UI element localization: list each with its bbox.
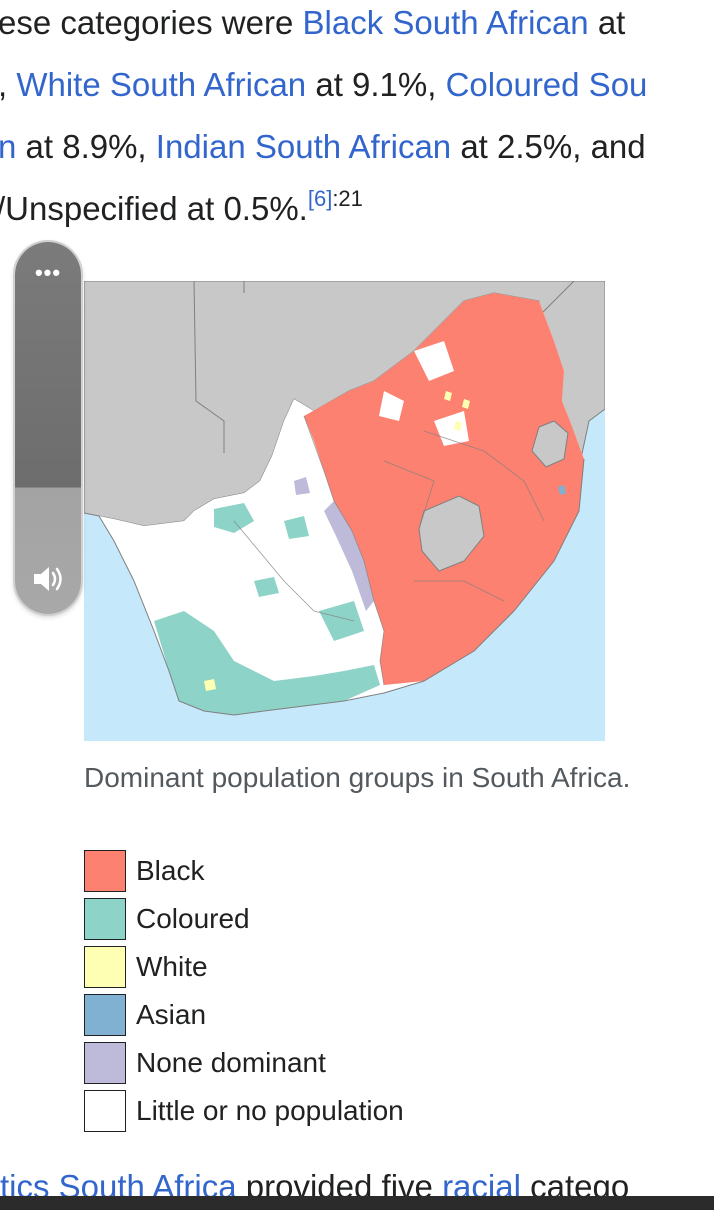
province-borders: [233, 415, 545, 686]
article-line-1: ese categories were Black South African …: [0, 0, 625, 54]
legend-label: White: [136, 951, 208, 982]
speaker-icon[interactable]: [31, 562, 65, 596]
article-text: ese categories were: [0, 4, 303, 41]
link-white-south-african[interactable]: White South African: [16, 66, 307, 103]
figure-caption: Dominant population groups in South Afri…: [84, 762, 631, 793]
legend-swatch-little-population: [84, 1090, 126, 1132]
article-text: at 8.9%,: [16, 128, 156, 165]
legend-swatch-black: [84, 850, 126, 892]
article-line-3: n at 8.9%, Indian South African at 2.5%,…: [0, 116, 646, 178]
article-text: at: [588, 4, 626, 41]
legend-swatch-asian: [84, 994, 126, 1036]
region-patch: [379, 341, 469, 446]
article-text: /Unspecified at 0.5%.: [0, 190, 308, 227]
coastline: [98, 458, 585, 716]
legend-label: Asian: [136, 999, 207, 1030]
link-coloured-south-african-end[interactable]: n: [0, 128, 17, 165]
article-text: ,: [0, 66, 16, 103]
more-dots-icon[interactable]: •••: [34, 260, 62, 285]
legend-swatch-coloured: [84, 898, 126, 940]
article-line-2: , White South African at 9.1%, Coloured …: [0, 54, 647, 116]
legend-label: Black: [136, 855, 205, 886]
link-coloured-south-african[interactable]: Coloured Sou: [445, 66, 648, 103]
legend-label: Little or no population: [136, 1095, 404, 1126]
lesotho: [418, 495, 485, 572]
legend-swatch-none-dominant: [84, 1042, 126, 1084]
article-line-4: /Unspecified at 0.5%.[6]:21: [0, 178, 363, 240]
legend-label: None dominant: [136, 1047, 326, 1078]
citation-link[interactable]: [6]: [307, 186, 333, 211]
population-map[interactable]: [84, 281, 605, 741]
citation-page: :21: [332, 186, 363, 211]
neighbour-border: [193, 281, 575, 453]
region-asian: [558, 485, 566, 495]
article-text: at 9.1%,: [306, 66, 446, 103]
legend-swatch-white: [84, 946, 126, 988]
link-black-south-african[interactable]: Black South African: [302, 4, 589, 41]
link-indian-south-african[interactable]: Indian South African: [155, 128, 452, 165]
region-coloured-west: [214, 503, 364, 641]
region-none-dominant: [294, 477, 374, 611]
eswatini: [531, 420, 569, 468]
audio-player[interactable]: •••: [15, 242, 81, 614]
citation-ref: [6]:21: [308, 186, 363, 211]
region-black: [304, 293, 584, 685]
legend-label: Coloured: [136, 903, 250, 934]
bottom-toolbar: [0, 1196, 714, 1210]
article-text: at 2.5%, and: [451, 128, 646, 165]
